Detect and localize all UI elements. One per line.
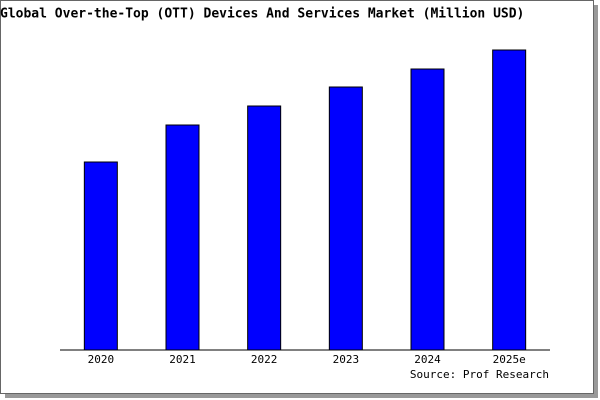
x-tick-label: 2021 (169, 353, 196, 366)
x-tick-label: 2023 (333, 353, 360, 366)
x-tick-label: 2022 (251, 353, 278, 366)
bar (247, 105, 282, 351)
x-tick-label: 2020 (88, 353, 115, 366)
bar (410, 68, 445, 351)
chart-title: Global Over-the-Top (OTT) Devices And Se… (0, 7, 524, 22)
x-tick-label: 2024 (414, 353, 441, 366)
bar (328, 86, 363, 351)
source: Source: Prof Research (410, 368, 549, 381)
bar (492, 49, 527, 351)
bar (83, 161, 118, 351)
bar (165, 124, 200, 351)
x-tick-label: 2025e (493, 353, 526, 366)
